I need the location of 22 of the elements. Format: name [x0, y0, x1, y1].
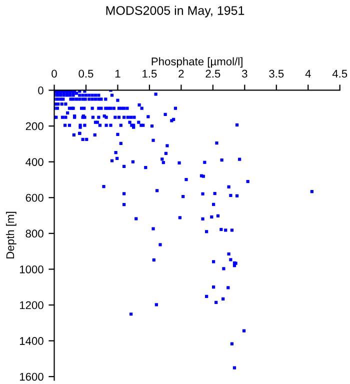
y-tick-label: 400	[26, 158, 44, 166]
x-tick-label: 3	[242, 70, 248, 78]
y-tick-label: 800	[26, 230, 44, 238]
x-tick-label: 2	[178, 70, 184, 78]
x-tick-label: 1	[115, 70, 120, 78]
chart-title: MODS2005 in May, 1951	[106, 6, 244, 18]
y-tick-label: 1400	[20, 337, 44, 345]
y-tick-label: 1200	[20, 301, 44, 310]
y-tick-label: 600	[26, 194, 44, 202]
y-axis-title: Depth [m]	[6, 212, 16, 258]
y-tick-label: 1600	[20, 372, 44, 381]
x-tick-label: 0	[52, 70, 57, 78]
x-tick-label: 0.5	[78, 70, 94, 78]
x-axis-title: Phosphate [µmol/l]	[152, 57, 242, 68]
y-tick-label: 200	[26, 122, 44, 130]
y-tick-label: 1000	[20, 265, 44, 274]
x-tick-label: 4	[305, 70, 311, 78]
y-tick-label: 0	[38, 86, 44, 94]
x-tick-label: 1.5	[142, 70, 157, 78]
x-tick-label: 4.5	[332, 70, 348, 78]
x-tick-label: 3.5	[269, 70, 284, 78]
x-tick-label: 2.5	[206, 70, 220, 78]
